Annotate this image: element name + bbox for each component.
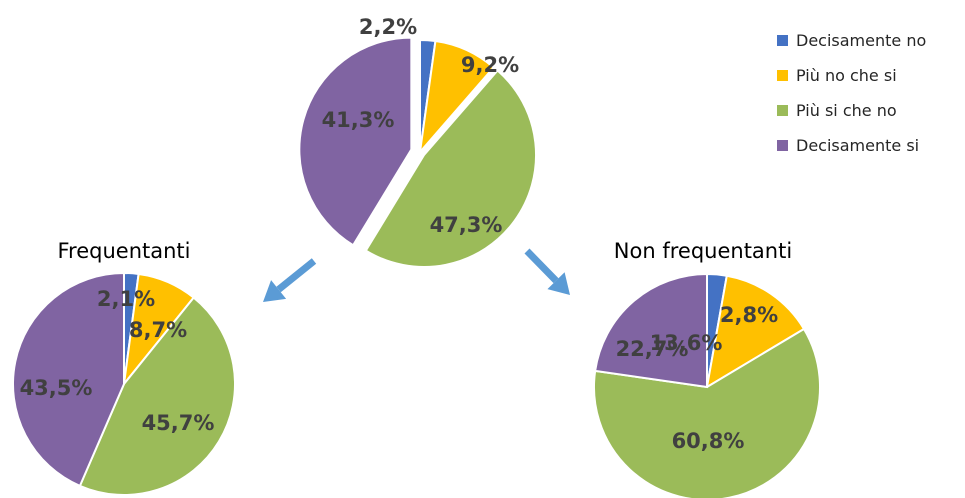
- legend-swatch-piu-no-che-si: [777, 70, 788, 81]
- data-label-overall-piu-si-che-no: 47,3%: [430, 213, 503, 237]
- data-label-non-frequentanti-piu-no-che-si: 13,6%: [650, 331, 723, 355]
- pie-overall: 2,2% 9,2% 47,3% 41,3%: [298, 15, 538, 268]
- slice-non-frequentanti-decisamente-si: [594, 272, 708, 389]
- slice-frequentanti-piu-si-che-no: [78, 296, 236, 496]
- data-label-frequentanti-decisamente-no: 2,1%: [97, 287, 155, 311]
- data-label-non-frequentanti-decisamente-si: 22,7%: [616, 337, 689, 361]
- slice-overall-decisamente-si: [298, 36, 413, 247]
- data-label-frequentanti-piu-si-che-no: 45,7%: [142, 411, 215, 435]
- data-label-frequentanti-decisamente-si: 43,5%: [20, 376, 93, 400]
- data-label-non-frequentanti-decisamente-no: 2,8%: [720, 303, 778, 327]
- data-label-frequentanti-piu-no-che-si: 8,7%: [129, 318, 187, 342]
- data-label-overall-decisamente-si: 41,3%: [322, 108, 395, 132]
- legend-label-piu-no-che-si: Più no che si: [796, 66, 897, 85]
- legend-label-decisamente-no: Decisamente no: [796, 31, 926, 50]
- slice-non-frequentanti-piu-no-che-si: [705, 274, 806, 389]
- pie-non-frequentanti: 2,8% 13,6% 60,8% 22,7%: [593, 272, 821, 498]
- chart-title-non-frequentanti: Non frequentanti: [614, 239, 792, 263]
- slice-overall-piu-si-che-no: [364, 69, 538, 268]
- legend-label-decisamente-si: Decisamente si: [796, 136, 919, 155]
- data-label-non-frequentanti-piu-si-che-no: 60,8%: [672, 429, 745, 453]
- legend-swatch-decisamente-no: [777, 35, 788, 46]
- legend-swatch-piu-si-che-no: [777, 105, 788, 116]
- arrow-to-non-frequentanti: [524, 248, 570, 295]
- data-label-overall-decisamente-no: 2,2%: [359, 15, 417, 39]
- legend: Decisamente no Più no che si Più si che …: [777, 31, 926, 155]
- slice-frequentanti-decisamente-si: [12, 271, 125, 488]
- slice-overall-piu-no-che-si: [418, 39, 495, 156]
- arrow-to-frequentanti: [263, 258, 317, 302]
- legend-label-piu-si-che-no: Più si che no: [796, 101, 897, 120]
- data-label-overall-piu-no-che-si: 9,2%: [461, 53, 519, 77]
- pie-frequentanti: 2,1% 8,7% 45,7% 43,5%: [12, 271, 236, 496]
- legend-swatch-decisamente-si: [777, 140, 788, 151]
- chart-title-frequentanti: Frequentanti: [58, 239, 191, 263]
